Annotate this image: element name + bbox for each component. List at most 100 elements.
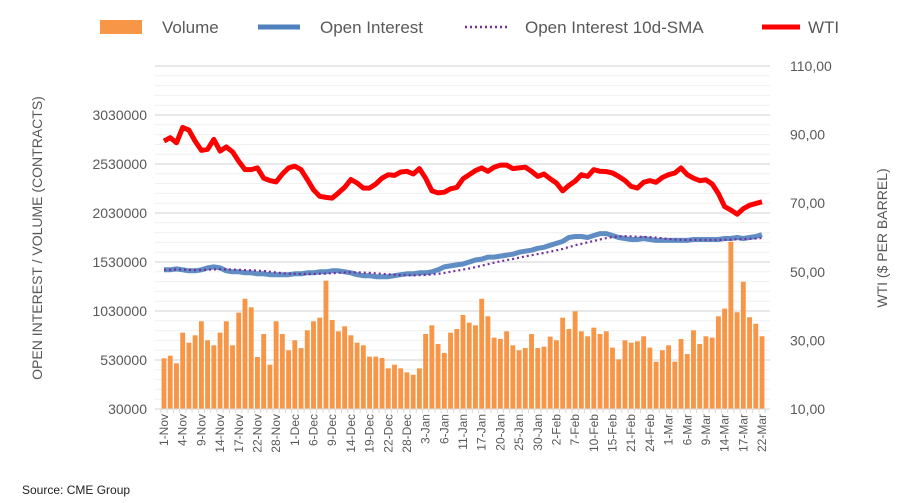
left-tick-label: 530000 <box>100 352 147 368</box>
volume-bar <box>740 281 746 409</box>
volume-bar <box>659 350 665 409</box>
volume-bar <box>541 346 547 409</box>
volume-bar <box>348 335 354 409</box>
volume-bar <box>747 317 752 409</box>
x-tick-label: 1-Nov <box>157 414 171 446</box>
volume-bar <box>317 317 323 409</box>
right-tick-label: 110,00 <box>790 58 832 74</box>
volume-bar <box>416 368 422 409</box>
x-tick-label: 17-Nov <box>232 414 246 453</box>
left-tick-label: 3030000 <box>92 107 147 123</box>
x-tick-label: 14-Nov <box>213 414 227 453</box>
volume-bar <box>286 350 292 409</box>
series-lines <box>162 124 763 280</box>
volume-bar <box>398 368 404 409</box>
volume-bar <box>311 321 316 409</box>
x-tick-label: 6-Jan <box>437 414 451 444</box>
x-tick-label: 24-Feb <box>643 414 657 452</box>
volume-bar <box>566 329 572 409</box>
volume-bar <box>379 358 385 409</box>
volume-bar <box>435 344 441 409</box>
volume-bar <box>230 345 235 409</box>
volume-bar <box>641 336 647 409</box>
volume-bar <box>603 331 609 409</box>
x-tick-label: 1-Mar <box>662 414 676 445</box>
volume-bar <box>522 348 528 409</box>
volume-bar <box>298 348 304 409</box>
volume-bar <box>473 325 478 409</box>
volume-bars <box>161 241 765 409</box>
volume-bar <box>236 312 242 409</box>
legend-open-interest-label: Open Interest <box>320 18 423 37</box>
volume-bar <box>217 332 223 409</box>
volume-bar <box>161 358 167 409</box>
right-axis-ticks: 10,00 30,00 50,00 70,00 90,00 110,00 <box>790 58 832 417</box>
volume-bar <box>174 363 179 409</box>
x-tick-label: 19-Dec <box>363 414 377 453</box>
volume-bar <box>460 315 466 409</box>
volume-bar <box>709 337 715 409</box>
volume-bar <box>448 332 453 409</box>
left-axis-ticks: 30000 530000 1030000 1530000 2030000 2530000 3… <box>92 107 147 417</box>
x-tick-label: 30-Jan <box>531 414 545 451</box>
volume-bar <box>591 327 597 409</box>
volume-bar <box>678 339 684 409</box>
volume-bar <box>429 325 435 409</box>
volume-bar <box>186 342 192 409</box>
volume-bar <box>441 353 447 409</box>
x-tick-label: 22-Nov <box>250 414 264 453</box>
volume-bar <box>242 298 248 409</box>
volume-bar <box>304 330 310 409</box>
right-tick-label: 30,00 <box>790 332 825 348</box>
x-tick-label: 6-Dec <box>307 414 321 446</box>
volume-bar <box>610 347 615 409</box>
volume-bar <box>504 331 510 409</box>
volume-bar <box>535 348 541 409</box>
left-tick-label: 30000 <box>108 401 147 417</box>
volume-bar <box>279 334 285 409</box>
legend-volume-label: Volume <box>162 18 219 37</box>
volume-bar <box>360 345 366 409</box>
legend-sma-label: Open Interest 10d-SMA <box>525 18 704 37</box>
volume-bar <box>335 331 341 409</box>
volume-bar <box>423 334 429 409</box>
x-tick-label: 6-Mar <box>680 414 694 445</box>
volume-bar <box>759 336 765 409</box>
right-axis-title: WTI ($ PER BARREL) <box>874 168 890 307</box>
volume-bar <box>404 372 410 409</box>
x-tick-label: 9-Nov <box>194 414 208 446</box>
volume-bar <box>248 307 254 409</box>
volume-bar <box>342 326 348 409</box>
x-tick-label: 10-Feb <box>587 414 601 452</box>
volume-bar <box>703 336 709 409</box>
volume-bar <box>273 321 279 409</box>
volume-bar <box>497 339 503 409</box>
x-tick-label: 22-Dec <box>381 414 395 453</box>
volume-bar <box>715 316 721 409</box>
volume-bar <box>753 323 759 409</box>
x-tick-label: 17-Mar <box>736 414 750 452</box>
x-tick-label: 11-Jan <box>456 414 470 450</box>
wti-line <box>162 124 763 217</box>
right-tick-label: 10,00 <box>790 401 825 417</box>
volume-bar <box>167 355 173 409</box>
volume-bar <box>255 356 260 409</box>
volume-bar <box>373 356 379 409</box>
volume-bar <box>410 374 416 409</box>
volume-bar <box>554 340 559 409</box>
open-interest-line <box>164 231 763 280</box>
volume-bar <box>585 336 591 409</box>
volume-bar <box>734 312 740 409</box>
volume-bar <box>684 354 690 409</box>
x-tick-label: 9-Mar <box>699 414 713 445</box>
x-tick-label: 7-Feb <box>568 414 582 446</box>
x-tick-label: 9-Dec <box>325 414 339 446</box>
volume-bar <box>597 334 603 409</box>
volume-bar <box>529 334 534 409</box>
volume-bar <box>666 345 671 409</box>
volume-bar <box>198 321 204 409</box>
left-tick-label: 2530000 <box>92 156 147 172</box>
volume-bar <box>728 241 734 409</box>
volume-bar <box>479 298 485 409</box>
volume-bar <box>385 368 391 409</box>
